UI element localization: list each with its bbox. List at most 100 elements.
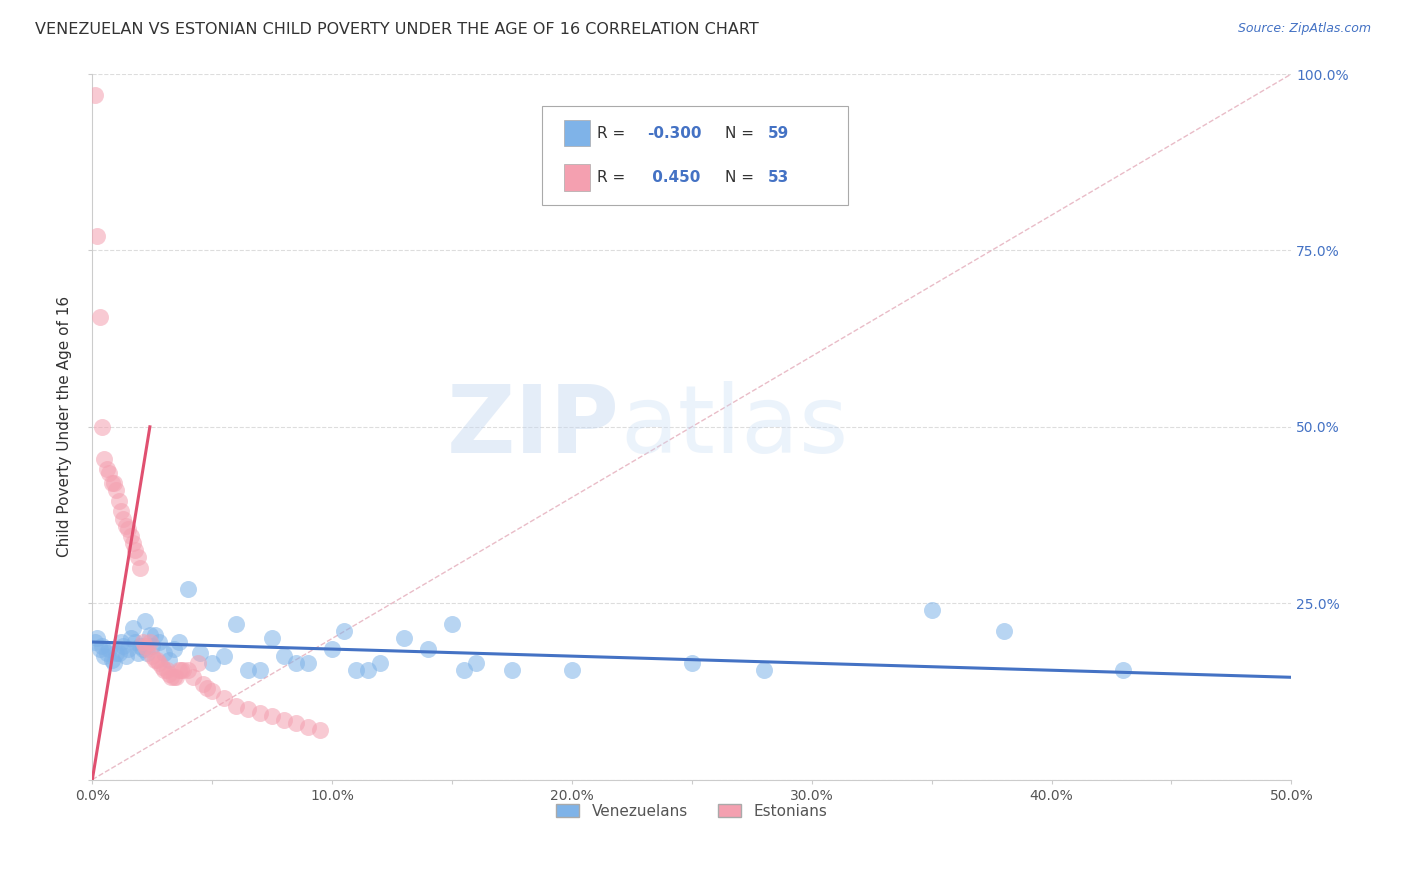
Point [416, 642, 439, 657]
Point [440, 617, 463, 632]
Point [392, 632, 415, 646]
Point [129, 639, 152, 653]
Point [153, 663, 176, 677]
Point [321, 642, 343, 657]
Point [96, 462, 118, 476]
Point [160, 670, 183, 684]
Point [201, 684, 224, 698]
Point [249, 663, 271, 677]
Point [163, 670, 186, 684]
Point [103, 476, 125, 491]
Point [148, 656, 170, 670]
Point [681, 656, 703, 670]
Point [187, 656, 209, 670]
Point [201, 656, 224, 670]
Point [136, 642, 159, 657]
Point [141, 649, 163, 664]
Point [357, 663, 380, 677]
Point [148, 635, 170, 649]
Point [93, 649, 115, 664]
Point [165, 670, 187, 684]
Text: 59: 59 [768, 126, 789, 141]
Point [150, 659, 173, 673]
Point [136, 646, 159, 660]
Point [181, 670, 204, 684]
Point [100, 476, 122, 491]
Point [344, 663, 367, 677]
Point [120, 529, 142, 543]
Point [129, 561, 152, 575]
Point [143, 628, 166, 642]
Point [107, 494, 129, 508]
Point [309, 723, 332, 738]
Point [262, 709, 284, 723]
Point [105, 483, 128, 498]
Point [225, 698, 247, 713]
Point [127, 550, 149, 565]
Point [98, 466, 121, 480]
Text: ZIP: ZIP [447, 381, 620, 473]
Point [157, 666, 180, 681]
Point [225, 617, 247, 632]
Point [139, 635, 162, 649]
Point [238, 663, 260, 677]
Point [143, 653, 166, 667]
Text: 53: 53 [768, 169, 789, 185]
Point [134, 639, 156, 653]
Point [172, 663, 194, 677]
Text: N =: N = [725, 169, 759, 185]
Text: N =: N = [725, 126, 759, 141]
Point [191, 677, 214, 691]
Text: Source: ZipAtlas.com: Source: ZipAtlas.com [1237, 22, 1371, 36]
Point [122, 536, 145, 550]
Point [134, 614, 156, 628]
Point [249, 706, 271, 720]
Point [110, 504, 132, 518]
Point [124, 543, 146, 558]
Point [177, 663, 200, 677]
Bar [564, 164, 591, 191]
Point [105, 646, 128, 660]
Point [273, 649, 295, 664]
Text: 0.450: 0.450 [647, 169, 700, 185]
Text: -0.300: -0.300 [647, 126, 702, 141]
Point [83, 635, 105, 649]
Point [167, 663, 190, 677]
Point [297, 656, 319, 670]
Point [107, 646, 129, 660]
Text: VENEZUELAN VS ESTONIAN CHILD POVERTY UNDER THE AGE OF 16 CORRELATION CHART: VENEZUELAN VS ESTONIAN CHILD POVERTY UND… [35, 22, 759, 37]
Point [285, 716, 308, 731]
Point [120, 632, 142, 646]
Point [993, 624, 1015, 639]
Point [262, 632, 284, 646]
Point [90, 639, 112, 653]
Point [96, 646, 118, 660]
Point [117, 642, 139, 657]
Point [465, 656, 488, 670]
Point [170, 663, 193, 677]
Point [501, 663, 523, 677]
Point [163, 642, 186, 657]
Point [212, 649, 235, 664]
Point [177, 582, 200, 596]
Point [212, 691, 235, 706]
Point [86, 229, 108, 244]
Point [103, 656, 125, 670]
Bar [564, 120, 591, 146]
Point [115, 649, 138, 664]
Point [453, 663, 475, 677]
Point [368, 656, 391, 670]
Point [110, 635, 132, 649]
Point [93, 451, 115, 466]
Point [112, 639, 135, 653]
Point [124, 635, 146, 649]
Point [153, 646, 176, 660]
Point [167, 635, 190, 649]
Point [98, 642, 121, 657]
FancyBboxPatch shape [541, 106, 848, 204]
Point [86, 632, 108, 646]
Point [561, 663, 583, 677]
Point [89, 642, 111, 657]
Point [273, 713, 295, 727]
Point [1112, 663, 1135, 677]
